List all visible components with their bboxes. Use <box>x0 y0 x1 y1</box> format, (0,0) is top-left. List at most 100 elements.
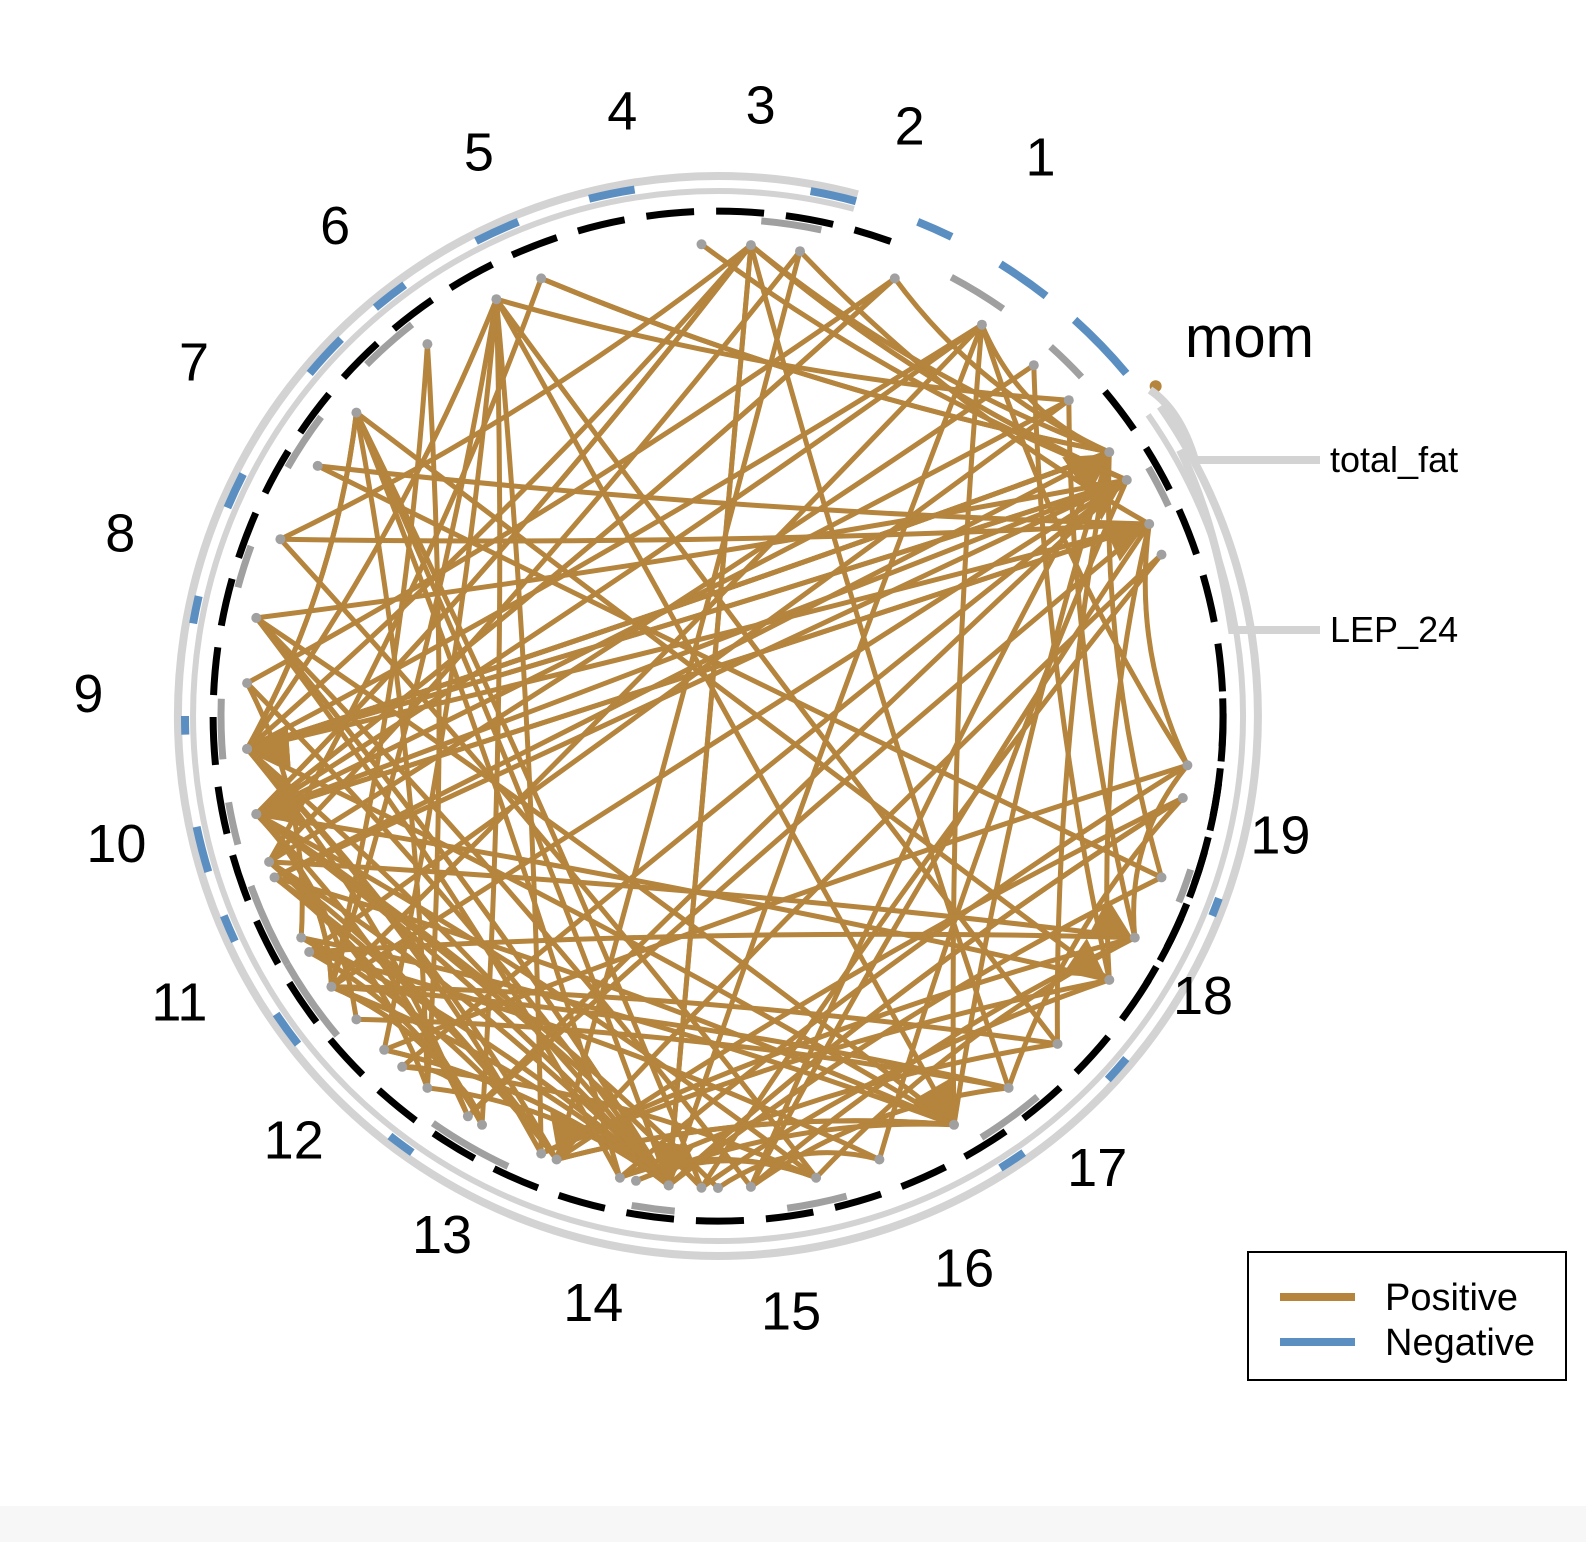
variable-label-lep-24: LEP_24 <box>1330 609 1458 650</box>
node-dot-7 <box>1104 447 1115 458</box>
edge-57 <box>749 243 1111 455</box>
segment-label-4: 4 <box>607 82 637 142</box>
edge-88 <box>618 763 1189 1180</box>
node-dot-38 <box>269 872 280 883</box>
negative-marker-7 <box>306 336 344 376</box>
node-dot-45 <box>1003 1082 1014 1093</box>
edge-30 <box>254 615 956 1127</box>
edge-61 <box>353 412 430 1088</box>
edge-119 <box>254 243 753 816</box>
node-dot-21 <box>264 856 275 867</box>
gray-track-10 <box>631 1201 676 1215</box>
arrowhead-5 <box>550 1112 592 1156</box>
negative-marker-4 <box>1071 316 1130 376</box>
edge-84 <box>555 795 1184 1162</box>
edge-117 <box>1031 365 1112 981</box>
node-dot-36 <box>351 1014 362 1025</box>
gray-track-9 <box>786 1192 848 1212</box>
legend-positive-label: Positive <box>1385 1277 1518 1319</box>
variable-connector-total-fat: total_fat <box>1147 386 1458 480</box>
node-dot-48 <box>811 1172 822 1183</box>
edge-143 <box>273 875 559 1161</box>
node-dot-24 <box>379 1044 390 1055</box>
edge-122 <box>354 411 623 1179</box>
gray-track-8 <box>979 1094 1040 1141</box>
node-dot-44 <box>1052 1038 1063 1049</box>
node-dot-46 <box>949 1119 959 1130</box>
gray-track-0 <box>760 217 823 234</box>
edge-54 <box>246 746 956 1127</box>
variable-connector-lep-24: LEP_24 <box>1176 448 1458 650</box>
segment-label-11: 11 <box>151 972 207 1032</box>
negative-marker-11 <box>192 825 213 873</box>
node-dot-8 <box>1121 475 1132 485</box>
gray-track-14 <box>1048 344 1085 380</box>
outer-ring-right <box>1192 762 1259 971</box>
edge-130 <box>273 449 1111 880</box>
node-dot-6 <box>1063 395 1074 406</box>
edge-60 <box>554 250 803 1161</box>
node-dot-51 <box>1177 793 1188 803</box>
node-dot-25 <box>422 1082 433 1093</box>
negative-marker-15 <box>998 1149 1026 1172</box>
segment-label-17: 17 <box>1067 1138 1127 1198</box>
segment-label-19: 19 <box>1250 806 1310 866</box>
edge-65 <box>700 242 1128 483</box>
segment-label-5: 5 <box>464 123 494 183</box>
node-dot-52 <box>1182 760 1193 771</box>
segment-label-7: 7 <box>179 333 209 393</box>
edge-77 <box>666 244 754 1186</box>
node-dot-10 <box>1156 549 1167 560</box>
edge-120 <box>273 477 1128 880</box>
arrowhead-2 <box>1101 521 1146 562</box>
edge-98 <box>466 478 1129 1119</box>
node-dot-9 <box>1144 519 1155 529</box>
node-dot-41 <box>1156 872 1167 883</box>
bottom-bar <box>0 1506 1586 1542</box>
group-label-mom: mom <box>1185 305 1314 370</box>
node-dot-35 <box>397 1061 408 1072</box>
node-dot-1 <box>745 240 756 251</box>
node-dot-11 <box>536 273 547 284</box>
node-dot-17 <box>251 612 262 623</box>
gray-track-5 <box>217 698 227 760</box>
arrowhead-4 <box>260 783 302 827</box>
node-dot-49 <box>745 1181 756 1192</box>
edge-135 <box>309 931 1135 955</box>
negative-marker-6 <box>372 281 408 311</box>
legend: Positive Negative <box>1247 1251 1567 1381</box>
node-dot-5 <box>1028 360 1039 371</box>
edge-137 <box>307 398 1071 955</box>
negative-marker-3 <box>998 260 1049 300</box>
node-dot-28 <box>614 1172 625 1183</box>
segment-ticks <box>242 239 1193 1193</box>
edge-114 <box>245 243 753 751</box>
negative-marker-12 <box>220 914 239 943</box>
edge-16 <box>1142 523 1190 767</box>
edge-139 <box>254 616 623 1179</box>
edge-46 <box>330 984 671 1188</box>
edge-144 <box>254 812 671 1188</box>
edge-129 <box>540 276 1110 455</box>
segment-label-15: 15 <box>761 1282 821 1342</box>
node-dot-33 <box>536 1148 547 1159</box>
legend-box <box>1247 1251 1567 1381</box>
node-dot-42 <box>1129 932 1140 943</box>
negative-marker-14 <box>387 1132 415 1156</box>
node-dot-13 <box>422 339 433 350</box>
negative-marker-17 <box>1208 896 1223 918</box>
negative-marker-2 <box>916 218 954 241</box>
edge-99 <box>246 477 1128 752</box>
node-dot-27 <box>551 1154 562 1165</box>
segment-label-6: 6 <box>320 196 350 256</box>
gray-track-11 <box>430 1120 510 1170</box>
node-dot-37 <box>304 947 315 957</box>
gray-track-2 <box>364 321 415 368</box>
segment-label-13: 13 <box>412 1205 472 1265</box>
segment-label-3: 3 <box>746 76 776 136</box>
arrowhead-10 <box>913 1077 953 1122</box>
gray-track-3 <box>284 414 324 470</box>
segment-label-2: 2 <box>895 96 925 156</box>
edge-131 <box>667 795 1185 1188</box>
